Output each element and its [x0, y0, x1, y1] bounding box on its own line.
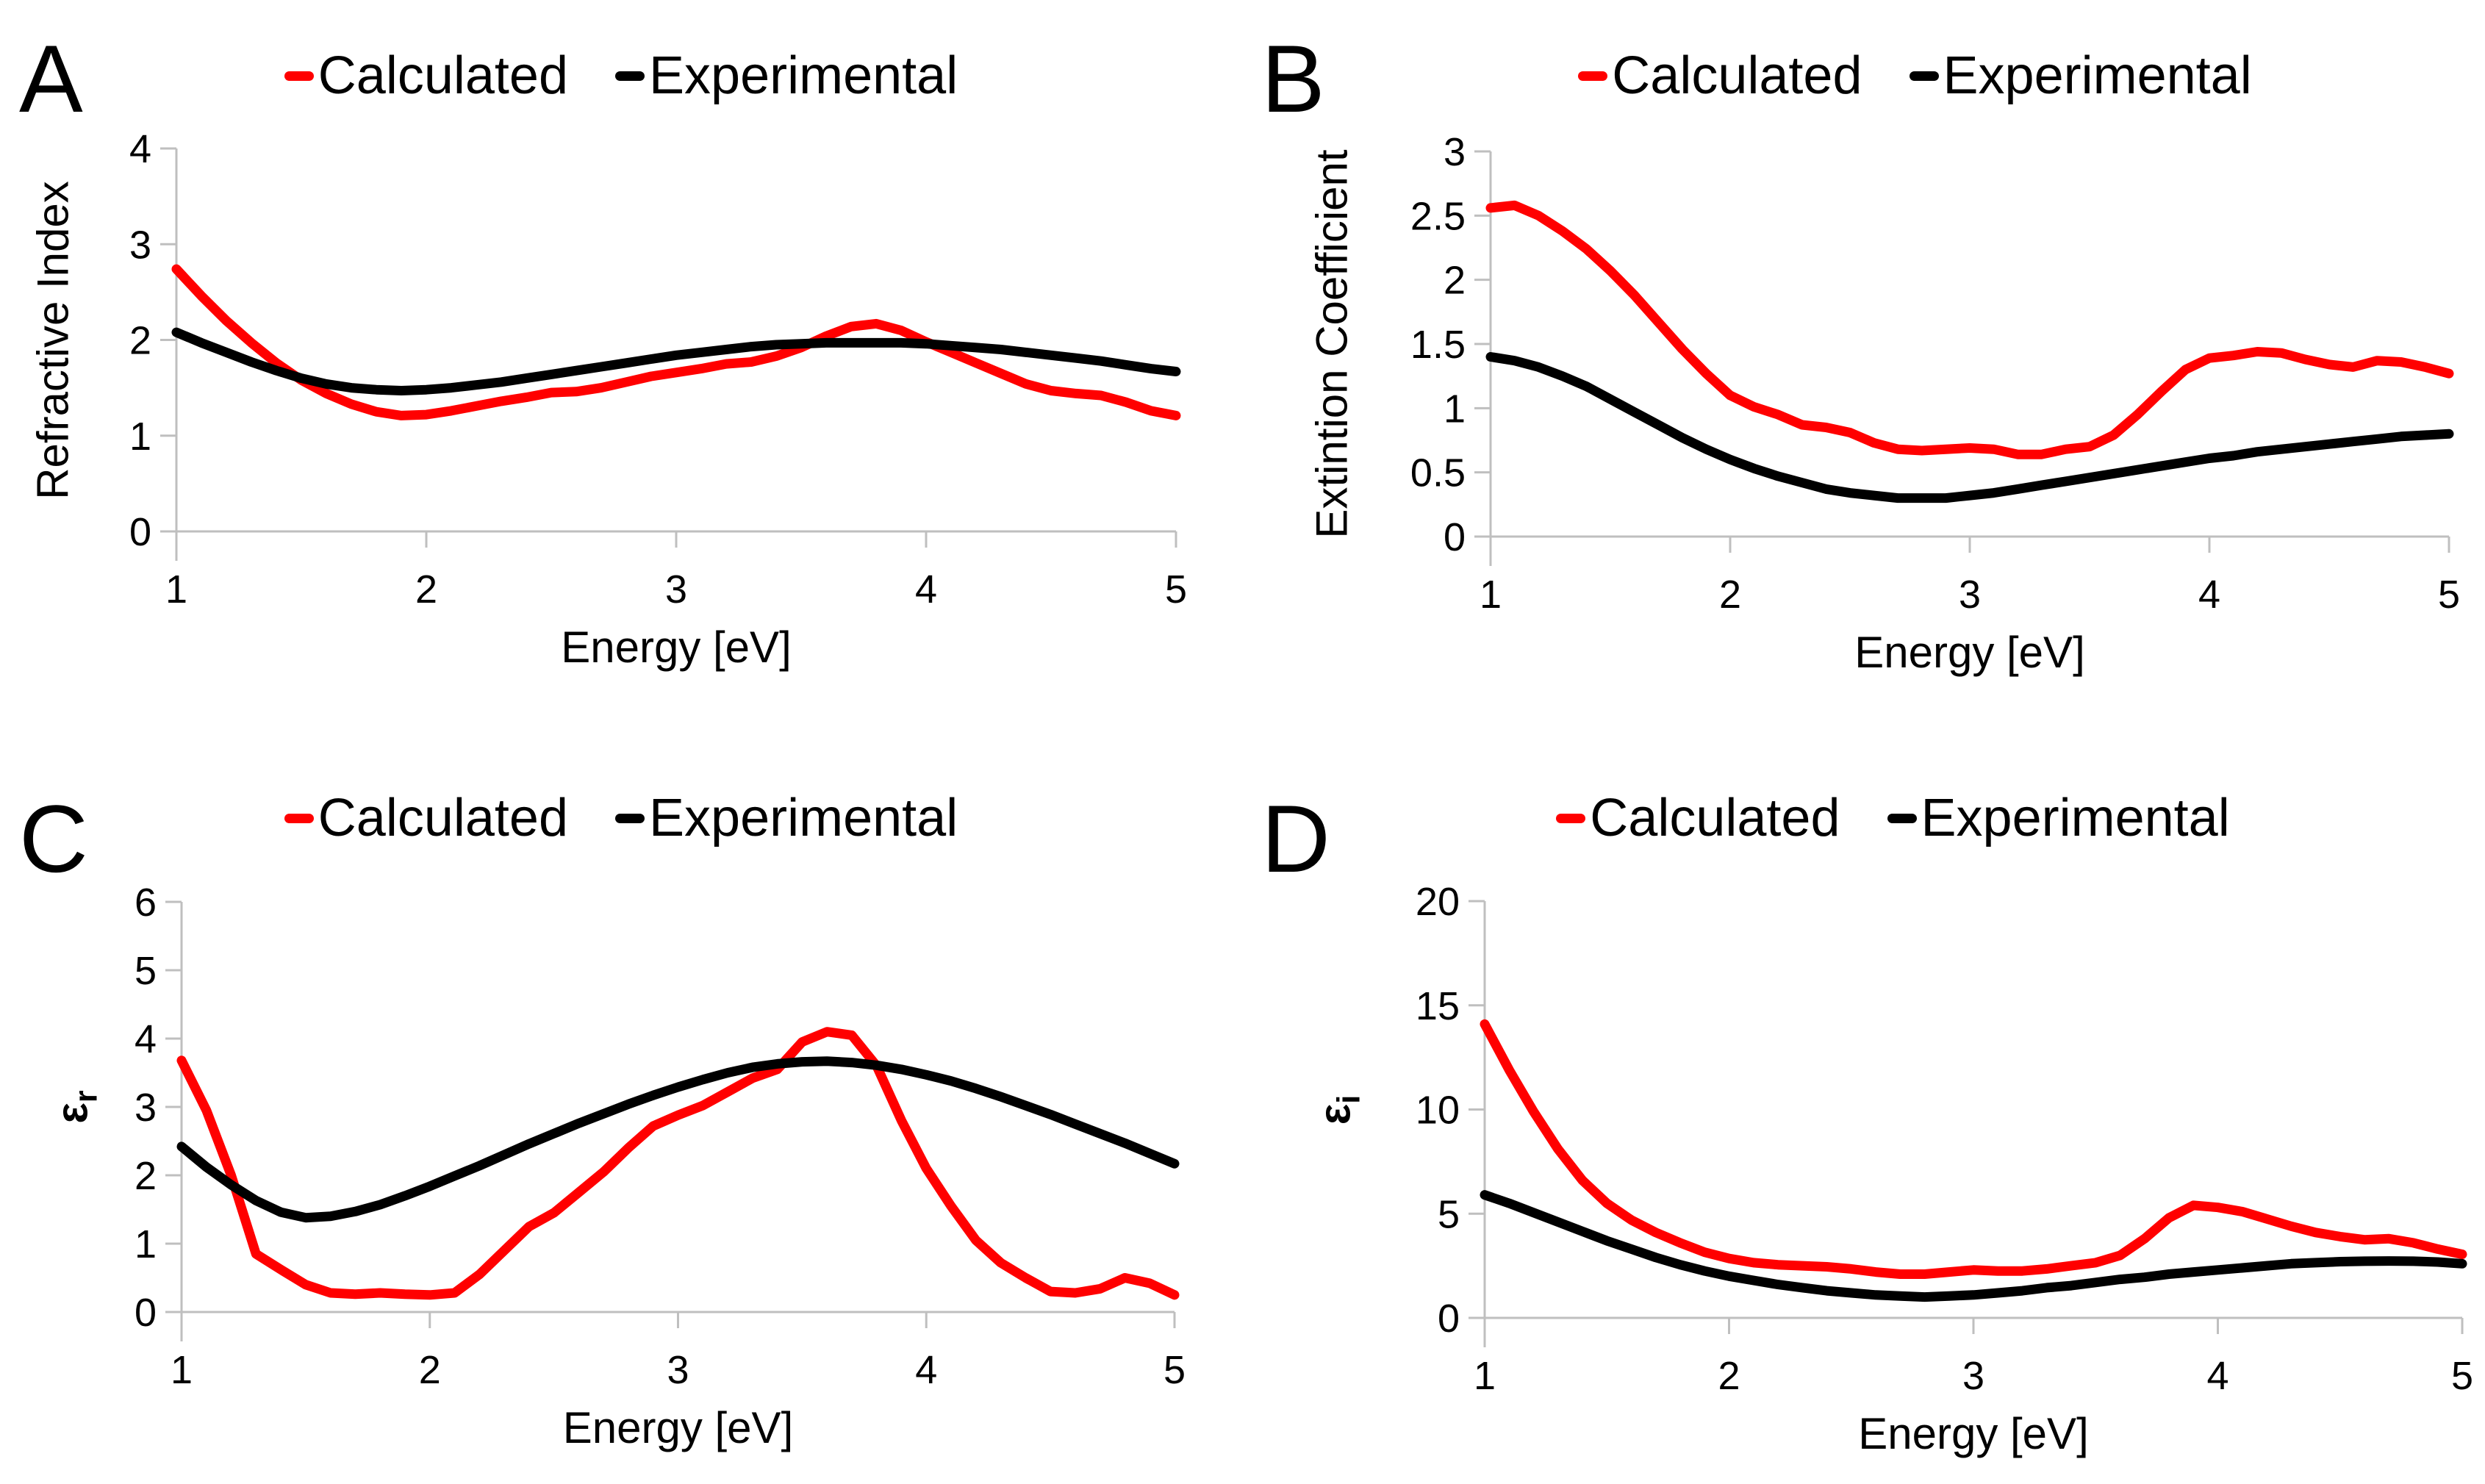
legend-label-calculated: Calculated [1590, 789, 1840, 847]
plot-area: 0 0.5 1 1.5 2 2.5 3 1 2 3 4 5 [1410, 130, 2460, 617]
y-tick-label: 4 [135, 1017, 157, 1061]
y-tick-label: 0 [129, 510, 151, 554]
legend-item-calculated: Calculated [1556, 792, 1840, 845]
legend-label-experimental: Experimental [1943, 46, 2252, 105]
y-tick-label: 1 [129, 415, 151, 459]
y-tick-label: 3 [129, 223, 151, 267]
curve-calculated [1480, 1019, 2467, 1279]
x-tick-label: 3 [667, 1348, 689, 1392]
panel-c-legend: Calculated Experimental [0, 785, 1242, 851]
x-axis-title: Energy [eV] [562, 1403, 794, 1452]
x-tick-label: 1 [171, 1348, 193, 1392]
legend-item-experimental: Experimental [1909, 46, 2252, 105]
y-tick-label: 0.5 [1410, 451, 1466, 495]
y-tick-label: 3 [1444, 130, 1466, 174]
curve-experimental [176, 1056, 1180, 1223]
x-axis-title: Energy [eV] [1858, 1409, 2089, 1458]
legend-item-calculated: Calculated [1578, 49, 1862, 102]
x-tick-label: 3 [665, 567, 687, 612]
panel-a-label: A [19, 25, 83, 132]
x-tick-label: 5 [1165, 567, 1187, 612]
y-tick-label: 4 [129, 127, 151, 171]
y-tick-label: 5 [1438, 1192, 1460, 1236]
panel-b: B Calculated Experimental Extintion Coef… [1242, 0, 2485, 742]
legend-label-experimental: Experimental [649, 789, 958, 847]
y-tick-label: 6 [135, 881, 157, 925]
y-tick-label: 1 [1444, 387, 1466, 431]
x-tick-label: 4 [915, 1348, 937, 1392]
x-tick-label: 5 [2451, 1354, 2473, 1398]
curve-calculated [171, 264, 1181, 420]
legend-item-experimental: Experimental [615, 792, 958, 845]
x-axis-title: Energy [eV] [1854, 628, 2085, 677]
panel-d: D Calculated Experimental εi 0 5 10 15 20 1 2 3… [1242, 742, 2485, 1484]
legend-item-experimental: Experimental [1887, 792, 2230, 845]
calculated-line-swatch-icon [1556, 813, 1586, 823]
y-tick-label: 2 [129, 319, 151, 363]
y-tick-label: 1 [135, 1222, 157, 1266]
x-tick-label: 4 [915, 567, 937, 612]
panel-a: A Calculated Experimental Refractive Ind… [0, 0, 1242, 742]
curve-experimental [171, 327, 1181, 395]
y-tick-label: 0 [1444, 515, 1466, 559]
x-tick-label: 1 [1480, 573, 1502, 617]
x-tick-label: 3 [1962, 1354, 1984, 1398]
x-tick-label: 4 [2198, 573, 2220, 617]
y-tick-label: 0 [1438, 1297, 1460, 1341]
legend-label-experimental: Experimental [649, 46, 958, 105]
panel-c-label: C [19, 785, 88, 892]
panel-b-legend: Calculated Experimental [1294, 43, 2485, 109]
x-tick-label: 2 [415, 567, 437, 612]
experimental-line-swatch-icon [615, 71, 645, 81]
legend-item-calculated: Calculated [284, 792, 568, 845]
legend-label-experimental: Experimental [1921, 789, 2230, 847]
panel-b-label: B [1261, 25, 1325, 132]
calculated-line-swatch-icon [284, 813, 314, 823]
x-tick-label: 3 [1959, 573, 1981, 617]
y-tick-label: 20 [1416, 880, 1460, 924]
y-tick-label: 2 [135, 1154, 157, 1198]
experimental-line-swatch-icon [615, 813, 645, 823]
legend-item-calculated: Calculated [284, 49, 568, 102]
legend-label-calculated: Calculated [318, 789, 569, 847]
y-tick-label: 1.5 [1410, 323, 1466, 367]
y-tick-label: 10 [1416, 1089, 1460, 1133]
x-tick-label: 4 [2206, 1354, 2228, 1398]
y-tick-label: 2.5 [1410, 194, 1466, 238]
experimental-line-swatch-icon [1909, 71, 1939, 81]
x-tick-label: 2 [1719, 573, 1741, 617]
calculated-line-swatch-icon [1578, 71, 1608, 81]
y-tick-label: 2 [1444, 259, 1466, 303]
y-tick-label: 15 [1416, 984, 1460, 1028]
curve-calculated [176, 1027, 1180, 1300]
x-tick-label: 2 [1718, 1354, 1740, 1398]
legend-label-calculated: Calculated [318, 46, 569, 105]
curve-calculated [1485, 200, 2454, 459]
calculated-line-swatch-icon [284, 71, 314, 81]
legend-item-experimental: Experimental [615, 49, 958, 102]
legend-label-calculated: Calculated [1612, 46, 1862, 105]
x-tick-label: 5 [2438, 573, 2460, 617]
y-tick-label: 5 [135, 949, 157, 993]
experimental-line-swatch-icon [1887, 813, 1917, 823]
x-tick-label: 1 [1474, 1354, 1496, 1398]
x-tick-label: 1 [165, 567, 187, 612]
y-tick-label: 0 [135, 1291, 157, 1335]
plot-area: 0 5 10 15 20 1 2 3 4 5 [1416, 880, 2473, 1398]
panel-a-legend: Calculated Experimental [0, 43, 1242, 109]
curve-experimental [1480, 1190, 2467, 1302]
x-tick-label: 5 [1163, 1348, 1186, 1392]
curve-experimental [1485, 352, 2454, 503]
x-tick-label: 2 [419, 1348, 441, 1392]
panel-d-legend: Calculated Experimental [1272, 785, 2485, 851]
panel-d-label: D [1261, 785, 1330, 892]
y-tick-label: 3 [135, 1086, 157, 1130]
x-axis-title: Energy [eV] [561, 623, 792, 672]
